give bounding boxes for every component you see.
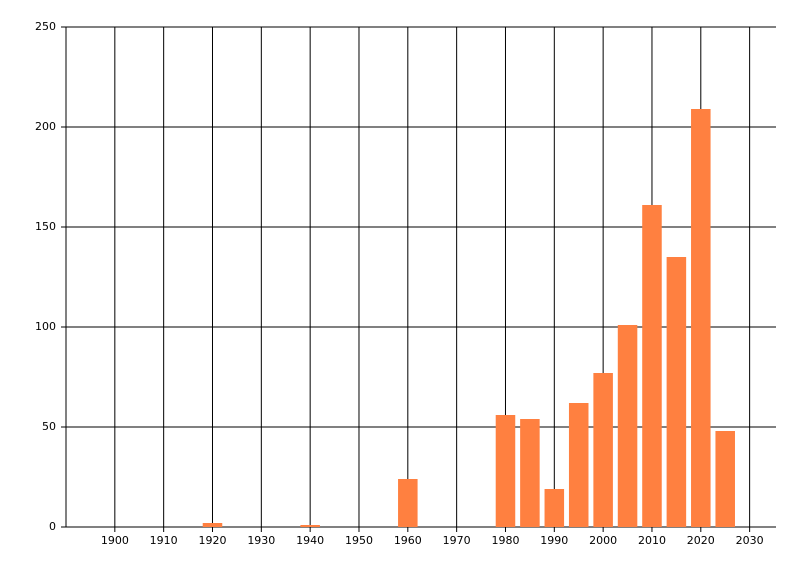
x-tick-label: 2000: [589, 534, 617, 547]
bar: [202, 523, 223, 527]
x-tick-label: 1990: [540, 534, 568, 547]
y-tick-label: 0: [49, 520, 56, 533]
bar: [715, 431, 735, 527]
x-tick-label: 1910: [150, 534, 178, 547]
x-tick-label: 1980: [491, 534, 519, 547]
bar: [568, 403, 589, 527]
x-tick-label: 1970: [443, 534, 471, 547]
x-tick-label: 1950: [345, 534, 373, 547]
x-tick-label: 1900: [101, 534, 129, 547]
x-tick-label: 1960: [394, 534, 422, 547]
bar: [495, 415, 516, 527]
y-tick-label: 200: [35, 120, 56, 133]
x-tick-label: 2030: [736, 534, 764, 547]
bar: [520, 419, 540, 527]
bar: [691, 109, 711, 527]
bar: [642, 205, 662, 527]
bar: [398, 479, 418, 527]
y-tick-label: 250: [35, 20, 56, 33]
bar: [617, 325, 638, 527]
x-tick-label: 1920: [198, 534, 226, 547]
y-tick-label: 100: [35, 320, 56, 333]
bar: [593, 373, 613, 527]
y-tick-label: 50: [42, 420, 56, 433]
y-tick-label: 150: [35, 220, 56, 233]
bar: [300, 525, 320, 527]
x-tick-label: 1940: [296, 534, 324, 547]
x-tick-label: 2010: [638, 534, 666, 547]
bar: [666, 257, 687, 527]
bar: [544, 489, 565, 527]
x-tick-label: 1930: [247, 534, 275, 547]
x-tick-label: 2020: [687, 534, 715, 547]
